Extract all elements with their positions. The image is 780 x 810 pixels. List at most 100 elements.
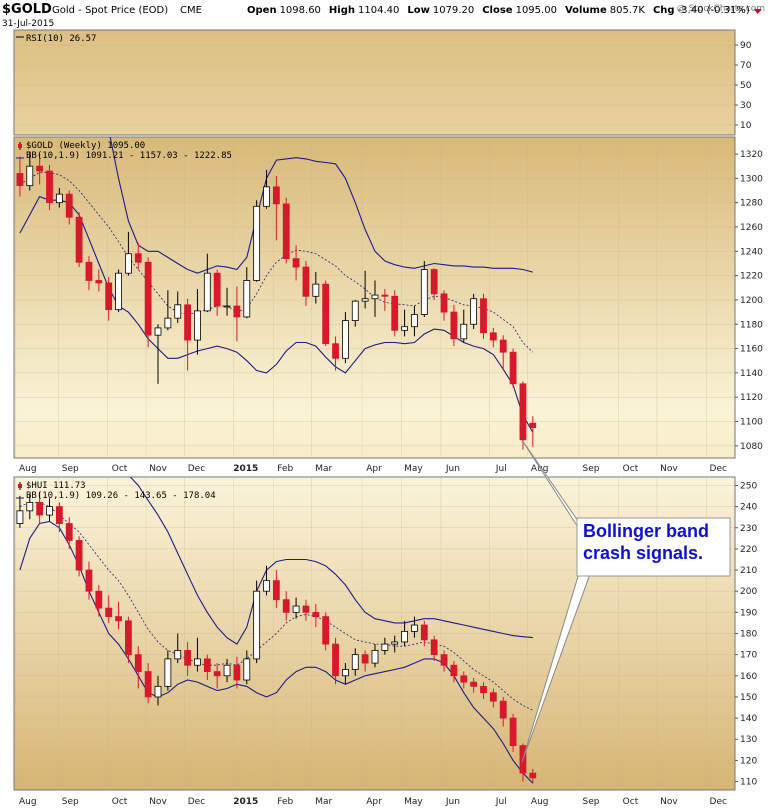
candle-body [174, 650, 182, 660]
candle-body [243, 658, 251, 681]
candle-body [85, 261, 93, 281]
x-tick-label: 2015 [233, 797, 258, 807]
candle-body [272, 186, 280, 205]
candle-body [253, 590, 261, 660]
y-tick-label: 250 [740, 481, 757, 491]
candle-body [16, 173, 24, 187]
bollinger-upper [129, 477, 533, 645]
candle-body [85, 569, 93, 592]
x-tick-label: Apr [366, 464, 382, 474]
candle-body [460, 675, 468, 683]
candle-body [144, 671, 152, 698]
candle-body [292, 258, 300, 268]
x-tick-label: Nov [149, 797, 167, 807]
instrument-name: Gold - Spot Price (EOD) [52, 5, 168, 16]
y-tick-label: 1280 [740, 199, 763, 209]
quote-label: Low [407, 5, 429, 16]
candle-body [420, 624, 428, 641]
candle-body [391, 641, 399, 645]
candle-body [322, 283, 330, 345]
candle-body [509, 351, 517, 385]
candle-body [213, 272, 221, 307]
candle-body [164, 317, 172, 329]
candle-body [282, 599, 290, 613]
candle-body [26, 501, 34, 512]
y-tick-label: 200 [740, 587, 757, 597]
x-tick-label: Aug [531, 464, 549, 474]
candle-body [332, 343, 339, 359]
legend-entry: $HUI 111.73 [26, 481, 86, 491]
candle-body [361, 298, 369, 302]
x-tick-label: Nov [660, 464, 678, 474]
candle-body [430, 269, 438, 295]
candle-body [371, 294, 379, 300]
candle-body [302, 266, 310, 297]
candle-body [509, 717, 517, 746]
candle-body [46, 170, 53, 204]
y-tick-label: 110 [740, 778, 757, 788]
y-tick-label: 1320 [740, 150, 763, 160]
candle-body [16, 510, 24, 524]
candle-body [312, 283, 320, 297]
quote-value: 1079.20 [433, 5, 474, 16]
y-tick-label: 180 [740, 630, 757, 640]
candle-body [46, 506, 53, 516]
bollinger-lower [19, 195, 534, 433]
candle-body [263, 580, 270, 592]
candle-body [65, 523, 73, 541]
candle-body [125, 253, 132, 274]
legend-entry: BB(10,1.9) 109.26 - 143.65 - 178.04 [26, 491, 216, 501]
legend-entry: RSI(10) 26.57 [26, 34, 96, 44]
candle-body [105, 282, 113, 311]
candle-body [75, 540, 83, 571]
date: 31-Jul-2015 [2, 19, 54, 29]
candle-body [499, 700, 507, 719]
candle-body [203, 658, 211, 672]
y-tick-label: 1220 [740, 272, 763, 282]
candle-body [322, 616, 330, 645]
candle-body [519, 383, 527, 441]
candle-body [332, 643, 339, 677]
candle-body [342, 669, 349, 677]
candle-body [489, 332, 497, 341]
y-tick-label: 1120 [740, 393, 763, 403]
candle-body [351, 300, 359, 322]
quote-label: Close [482, 5, 513, 16]
legend-entry: BB(10,1.9) 1091.21 - 1157.03 - 1222.85 [26, 151, 232, 161]
candle-body [272, 580, 280, 601]
y-tick-label: 1080 [740, 442, 763, 452]
x-tick-label: Jul [495, 797, 507, 807]
candle-body [529, 772, 537, 779]
y-tick-label: 1260 [740, 223, 763, 233]
candle-body [194, 658, 201, 666]
credit: @ StockCharts.com [677, 4, 765, 14]
candle-body [253, 205, 261, 281]
candle-body [164, 658, 172, 687]
callout [521, 439, 731, 763]
quote-value: 1104.40 [358, 5, 399, 16]
panel: 10 30 50 70 90 RSI(10) 26.57 [13, 29, 752, 136]
y-tick-label: 1100 [740, 418, 763, 428]
x-tick-label: Jun [445, 464, 460, 474]
candle-body [154, 685, 162, 698]
y-tick-label: 1200 [740, 296, 763, 306]
candle-body [499, 339, 507, 353]
candle-body [489, 692, 497, 702]
x-tick-label: Sep [583, 797, 600, 807]
x-tick-label: Dec [710, 797, 727, 807]
x-tick-label: Aug [19, 464, 37, 474]
y-tick-label: 240 [740, 503, 757, 513]
candle-body [233, 305, 241, 318]
candle-body [134, 654, 142, 672]
candle-body [95, 280, 103, 284]
y-tick-label: 170 [740, 651, 757, 661]
candle-body [233, 664, 241, 681]
symbol: $GOLD [2, 2, 52, 17]
x-tick-label: Sep [62, 797, 79, 807]
candle-body [470, 681, 478, 687]
y-tick-label: 220 [740, 545, 757, 555]
candle-body [213, 671, 221, 677]
candle-body [381, 643, 389, 651]
